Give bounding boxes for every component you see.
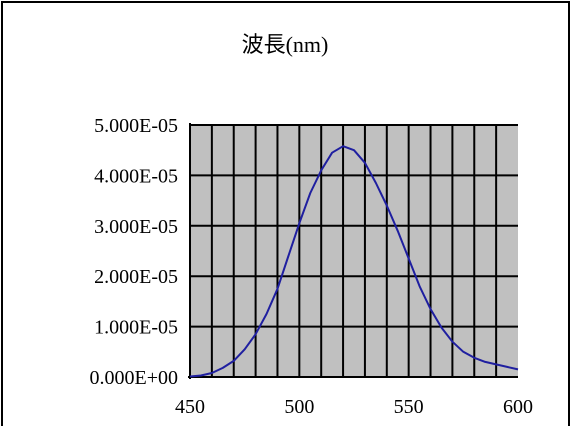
y-tick-label: 1.000E-05	[94, 317, 178, 339]
y-tick-label: 5.000E-05	[94, 115, 178, 137]
y-tick-label: 2.000E-05	[94, 266, 178, 288]
plot-background	[190, 125, 518, 377]
x-tick-label: 450	[175, 396, 205, 418]
y-tick-label: 4.000E-05	[94, 165, 178, 187]
x-tick-label: 550	[394, 396, 424, 418]
series-line	[189, 145, 519, 378]
x-axis: 450 500 550 600	[175, 396, 533, 418]
x-tick-label: 600	[503, 396, 533, 418]
x-tick-label: 500	[284, 396, 314, 418]
chart-title: 波長(nm)	[242, 32, 329, 57]
y-axis: 0.000E+00 1.000E-05 2.000E-05 3.000E-05 4.00…	[90, 115, 179, 389]
y-tick-label: 0.000E+00	[90, 367, 179, 389]
y-tick-label: 3.000E-05	[94, 216, 178, 238]
plot-area	[188, 123, 519, 379]
